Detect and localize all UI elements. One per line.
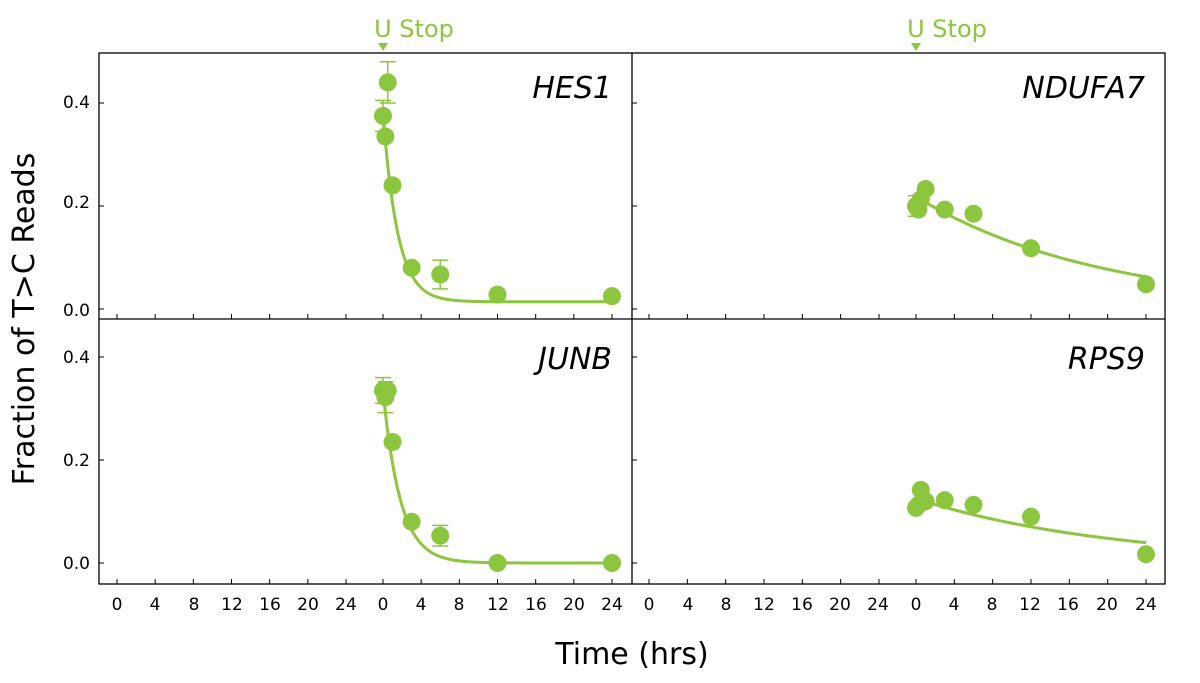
x-tick-label-left-12: 12 <box>221 595 243 615</box>
data-point <box>603 554 621 572</box>
data-point <box>378 73 397 92</box>
x-tick-label-left-post-8: 8 <box>454 595 465 615</box>
y-tick-label-top-0.4: 0.4 <box>63 93 90 113</box>
data-point <box>935 491 954 510</box>
y-tick-label-bottom-0.0: 0.0 <box>63 554 90 574</box>
data-point <box>402 258 421 277</box>
x-tick-label-right-20: 20 <box>829 595 851 615</box>
x-axis-title: Time (hrs) <box>554 637 708 672</box>
x-tick-label-right-8: 8 <box>721 595 732 615</box>
x-tick-label-right-0: 0 <box>644 595 655 615</box>
gene-label-hes1: HES1 <box>532 71 612 106</box>
gene-label-rps9: RPS9 <box>1068 342 1145 377</box>
x-tick-label-right-4: 4 <box>683 595 694 615</box>
data-point <box>376 127 395 146</box>
x-tick-label-left-post-12: 12 <box>487 595 509 615</box>
x-tick-label-left-post-20: 20 <box>563 595 585 615</box>
data-point <box>1137 545 1155 564</box>
x-tick-label-left-post-0: 0 <box>378 595 389 615</box>
fit-curve <box>381 390 612 565</box>
x-tick-label-left-post-4: 4 <box>416 595 427 615</box>
series-ndufa7 <box>907 180 1155 294</box>
data-point <box>383 432 402 451</box>
y-tick-label-bottom-0.2: 0.2 <box>63 451 90 471</box>
x-tick-label-right-24: 24 <box>867 595 889 615</box>
u-stop-label-left: U Stop <box>374 15 454 43</box>
data-point <box>603 287 621 306</box>
u-stop-marker-left <box>378 43 388 51</box>
series-hes1 <box>374 61 621 306</box>
data-point <box>374 106 392 125</box>
data-point <box>402 512 421 531</box>
y-tick-label-bottom-0.4: 0.4 <box>63 348 90 368</box>
x-tick-label-right-16: 16 <box>791 595 813 615</box>
x-tick-label-left-post-16: 16 <box>525 595 547 615</box>
u-stop-marker-right <box>911 43 921 51</box>
x-tick-label-left-20: 20 <box>297 595 319 615</box>
x-tick-label-right-post-4: 4 <box>949 595 960 615</box>
fit-curve <box>915 497 1147 545</box>
data-point <box>431 526 450 545</box>
data-point <box>488 554 507 572</box>
data-point <box>935 200 954 219</box>
x-tick-label-left-24: 24 <box>335 595 357 615</box>
x-tick-label-left-0: 0 <box>112 595 123 615</box>
x-tick-label-right-post-12: 12 <box>1019 595 1041 615</box>
series-rps9 <box>907 480 1155 564</box>
data-point <box>431 265 450 284</box>
y-axis-title: Fraction of T>C Reads <box>7 153 42 486</box>
data-point <box>916 492 935 511</box>
x-tick-label-left-8: 8 <box>189 595 200 615</box>
data-point <box>1137 275 1155 294</box>
x-tick-label-right-post-8: 8 <box>987 595 998 615</box>
x-tick-label-right-post-24: 24 <box>1135 595 1157 615</box>
x-tick-label-right-post-20: 20 <box>1096 595 1118 615</box>
data-point <box>383 176 402 195</box>
data-point <box>964 204 983 223</box>
u-stop-label-right: U Stop <box>907 15 987 43</box>
x-tick-label-left-post-24: 24 <box>601 595 623 615</box>
data-point <box>964 495 983 514</box>
data-series <box>374 61 1155 572</box>
gene-label-junb: JUNB <box>533 342 612 377</box>
x-tick-label-left-4: 4 <box>150 595 161 615</box>
y-tick-label-top-0.0: 0.0 <box>63 301 90 321</box>
x-tick-label-right-post-0: 0 <box>911 595 922 615</box>
gene-label-ndufa7: NDUFA7 <box>1022 71 1145 106</box>
data-point <box>1022 239 1040 258</box>
x-tick-label-right-post-16: 16 <box>1057 595 1079 615</box>
axis-ticks <box>99 102 1147 584</box>
data-point <box>916 180 935 199</box>
x-tick-label-right-12: 12 <box>753 595 775 615</box>
data-point <box>488 285 507 304</box>
series-junb <box>374 376 621 572</box>
data-point <box>378 381 397 400</box>
data-point <box>1022 507 1040 526</box>
x-tick-label-left-16: 16 <box>259 595 281 615</box>
y-tick-label-top-0.2: 0.2 <box>63 193 90 213</box>
